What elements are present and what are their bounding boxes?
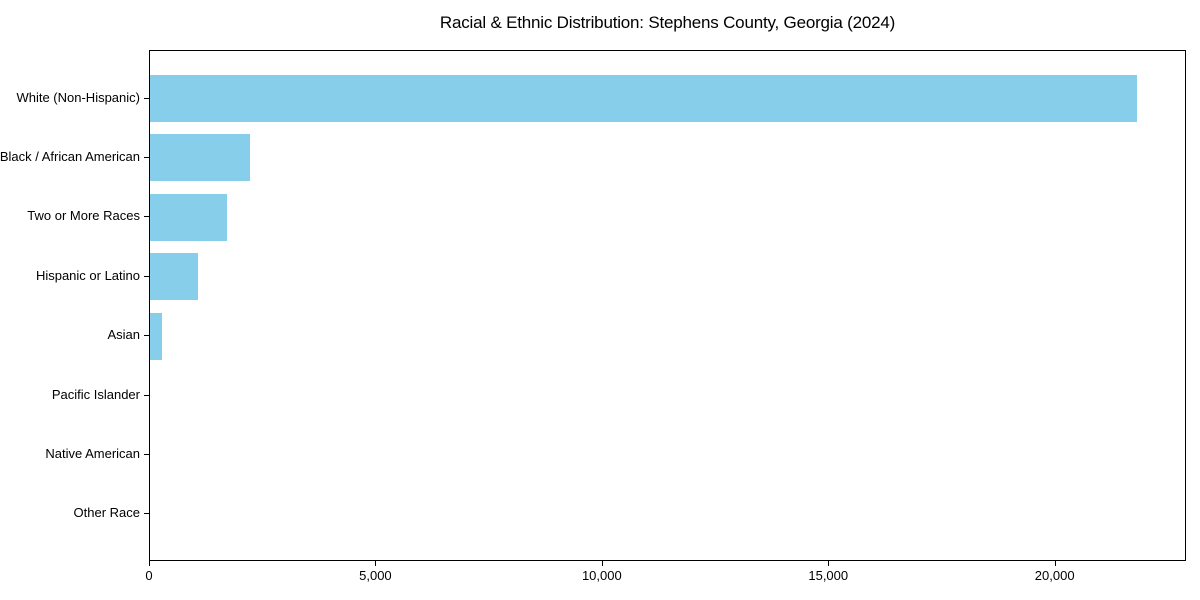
- y-tick-mark: [144, 453, 149, 455]
- y-tick-label: White (Non-Hispanic): [16, 89, 140, 105]
- bar: [150, 193, 227, 241]
- bar: [150, 253, 198, 301]
- chart-title: Racial & Ethnic Distribution: Stephens C…: [439, 13, 896, 32]
- y-tick-label: Other Race: [73, 505, 140, 521]
- x-tick-label: 10,000: [581, 568, 622, 583]
- y-tick-label: Black / African American: [0, 148, 140, 164]
- x-tick-label: 0: [145, 568, 153, 583]
- bar: [150, 134, 250, 182]
- y-tick-label: Two or More Races: [27, 208, 140, 224]
- y-tick-label: Native American: [45, 445, 140, 461]
- plot-area: [149, 50, 1186, 561]
- x-tick-label: 20,000: [1034, 568, 1075, 583]
- y-tick-mark: [144, 156, 149, 158]
- x-tick-mark: [1054, 561, 1056, 566]
- bar: [150, 75, 1138, 122]
- y-tick-mark: [144, 275, 149, 277]
- bar: [150, 312, 162, 360]
- y-tick-mark: [144, 335, 149, 337]
- x-tick-label: 5,000: [359, 568, 392, 583]
- y-tick-mark: [144, 513, 149, 515]
- x-tick-label: 15,000: [808, 568, 849, 583]
- x-tick-mark: [149, 561, 150, 566]
- y-tick-mark: [144, 394, 149, 396]
- x-tick-mark: [375, 561, 377, 566]
- y-tick-mark: [144, 216, 149, 218]
- y-tick-mark: [144, 97, 149, 99]
- x-tick-mark: [828, 561, 830, 566]
- x-tick-mark: [601, 561, 603, 566]
- y-tick-label: Hispanic or Latino: [35, 267, 140, 283]
- y-tick-label: Asian: [107, 327, 140, 343]
- y-tick-label: Pacific Islander: [51, 386, 140, 402]
